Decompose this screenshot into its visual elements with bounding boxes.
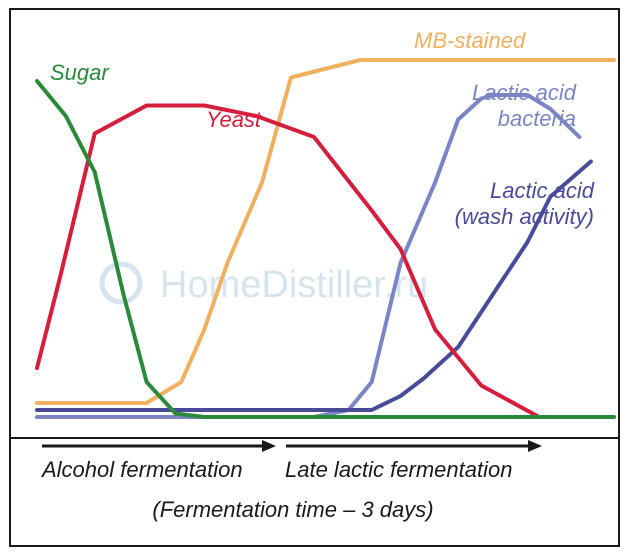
phase-arrowhead-lactic [528, 440, 542, 452]
series-line-lactic-acid-wash-activity [35, 159, 593, 412]
phase-arrowhead-alcohol [262, 440, 276, 452]
phase-label-alcohol: Alcohol fermentation [40, 457, 243, 482]
series-label-lactic-acid-wash-activity: Lactic acid (wash activity) [455, 178, 595, 229]
fermentation-time-caption: (Fermentation time – 3 days) [152, 497, 433, 522]
watermark-text: HomeDistiller.ru [160, 264, 428, 306]
watermark: HomeDistiller.ru [99, 261, 428, 306]
series-label-sugar: Sugar [50, 60, 110, 85]
watermark-icon [99, 261, 143, 305]
chart-frame [9, 8, 620, 547]
series-line-sugar [35, 79, 616, 419]
series-line-yeast [35, 103, 593, 419]
phase-label-lactic: Late lactic fermentation [285, 457, 512, 482]
series-line-lactic-acid-bacteria [35, 93, 582, 419]
series-label-mb-stained: MB-stained [414, 28, 526, 53]
series-line-mb-stained [35, 58, 616, 405]
series-label-lactic-acid-bacteria: Lactic acid bacteria [472, 80, 577, 131]
series-label-yeast: Yeast [206, 107, 262, 132]
